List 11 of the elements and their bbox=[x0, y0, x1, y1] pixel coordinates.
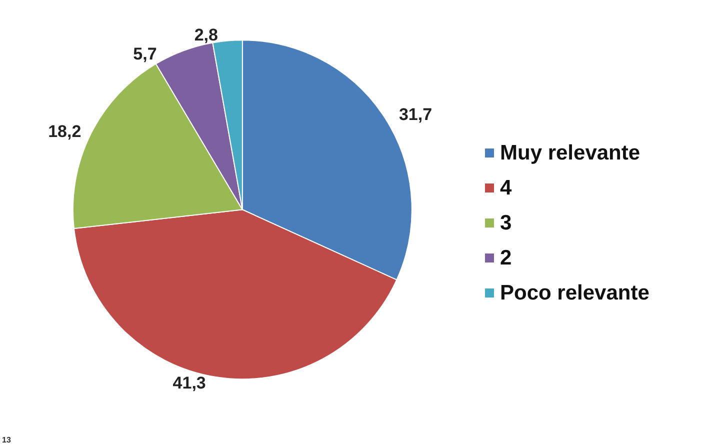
legend-label: 4 bbox=[500, 176, 512, 200]
legend-label: 3 bbox=[500, 212, 512, 234]
text: 13 bbox=[2, 436, 12, 444]
data-label: 31,7 bbox=[398, 105, 432, 124]
data-label: 5,7 bbox=[133, 44, 157, 64]
legend-label: Poco relevante bbox=[500, 282, 650, 304]
legend-label: Muy relevante bbox=[500, 142, 640, 164]
data-label: 2,8 bbox=[194, 25, 218, 44]
data-label: 41,3 bbox=[172, 373, 206, 392]
legend-label: 2 bbox=[500, 246, 512, 270]
data-label: 18,2 bbox=[48, 122, 82, 141]
